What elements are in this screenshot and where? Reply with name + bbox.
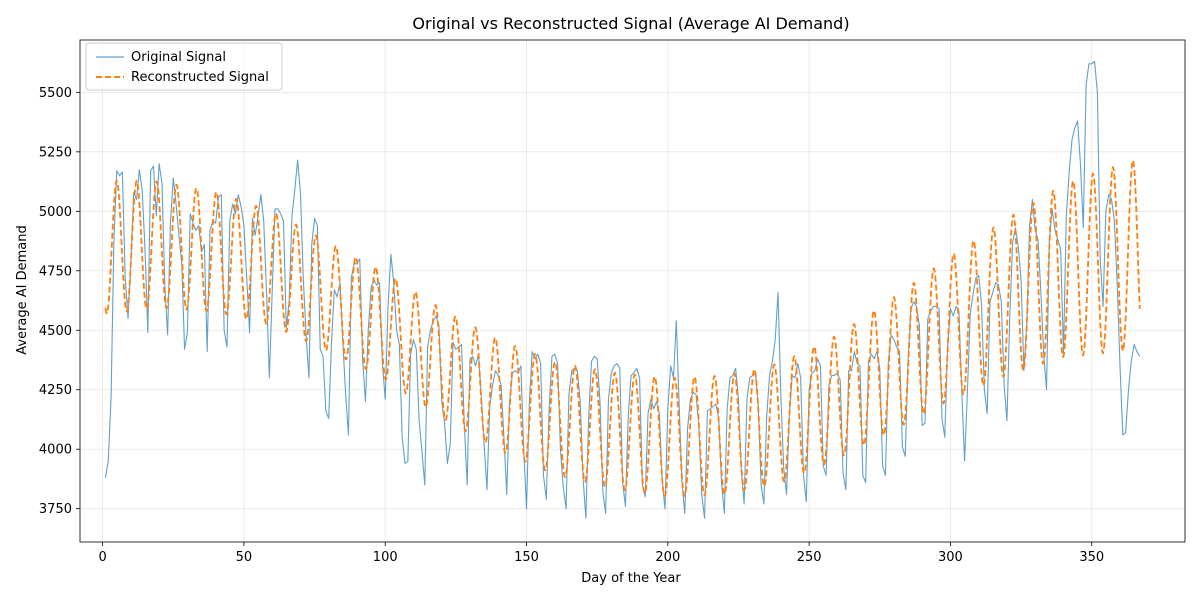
- x-axis-label: Day of the Year: [581, 571, 681, 586]
- x-tick-label: 0: [98, 550, 106, 565]
- x-tick-label: 150: [514, 550, 539, 565]
- series-layer: [104, 60, 1141, 519]
- series-line-original-signal: [104, 60, 1141, 519]
- legend-label-original: Original Signal: [131, 50, 226, 65]
- x-tick-label: 250: [797, 550, 822, 565]
- y-tick-label: 3750: [39, 502, 72, 517]
- grid-lines: [80, 40, 1185, 542]
- y-tick-label: 5250: [39, 145, 72, 160]
- legend: Original Signal Reconstructed Signal: [85, 42, 283, 91]
- x-tick-label: 200: [655, 550, 680, 565]
- y-tick-label: 5000: [39, 205, 72, 220]
- series-line-reconstructed-signal: [104, 159, 1141, 497]
- legend-box: [85, 42, 283, 91]
- x-tick-label: 100: [373, 550, 398, 565]
- x-tick-label: 350: [1079, 550, 1104, 565]
- plot-frame: [79, 39, 1186, 543]
- y-tick-label: 4250: [39, 383, 72, 398]
- x-tick-label: 50: [236, 550, 253, 565]
- y-axis-label: Average AI Demand: [15, 225, 30, 355]
- y-tick-label: 4000: [39, 443, 72, 458]
- tick-marks: 0 50 100 150 200 250 300 350 3750 4000 4250 4500 475…: [39, 86, 1104, 565]
- x-tick-label: 300: [938, 550, 963, 565]
- y-tick-label: 4750: [39, 264, 72, 279]
- y-tick-label: 5500: [39, 86, 72, 101]
- chart-title: Original vs Reconstructed Signal (Averag…: [412, 14, 849, 33]
- y-tick-label: 4500: [39, 324, 72, 339]
- legend-label-reconstructed: Reconstructed Signal: [131, 70, 269, 85]
